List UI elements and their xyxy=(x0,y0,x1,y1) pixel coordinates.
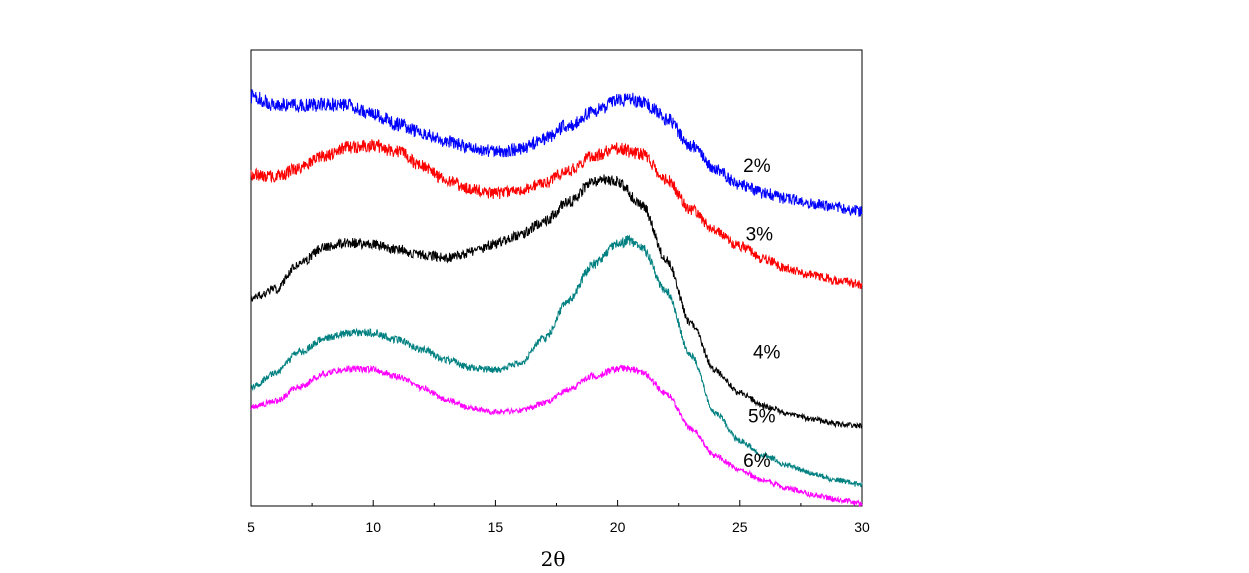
x-tick-label: 20 xyxy=(610,519,626,535)
series-line-2pct xyxy=(250,89,863,217)
series-labels: 2% 3% 4% 5% 6% xyxy=(743,156,780,472)
series-label-4pct: 4% xyxy=(753,343,781,364)
series-layer xyxy=(250,89,863,508)
x-tick-label: 10 xyxy=(365,519,381,535)
series-line-6pct xyxy=(250,364,863,508)
x-axis: 5 10 15 20 25 30 xyxy=(247,500,870,535)
series-line-4pct xyxy=(250,174,863,429)
series-label-5pct: 5% xyxy=(748,407,776,428)
x-tick-label: 30 xyxy=(854,519,870,535)
series-label-3pct: 3% xyxy=(746,225,774,246)
x-axis-title: 2θ xyxy=(541,547,566,571)
series-label-6pct: 6% xyxy=(743,451,771,472)
x-tick-label: 25 xyxy=(732,519,748,535)
series-line-3pct xyxy=(250,139,863,289)
series-line-5pct xyxy=(250,234,863,488)
x-tick-label: 15 xyxy=(488,519,504,535)
plot-frame xyxy=(250,49,863,507)
series-label-2pct: 2% xyxy=(743,156,771,177)
x-tick-label: 5 xyxy=(247,519,255,535)
